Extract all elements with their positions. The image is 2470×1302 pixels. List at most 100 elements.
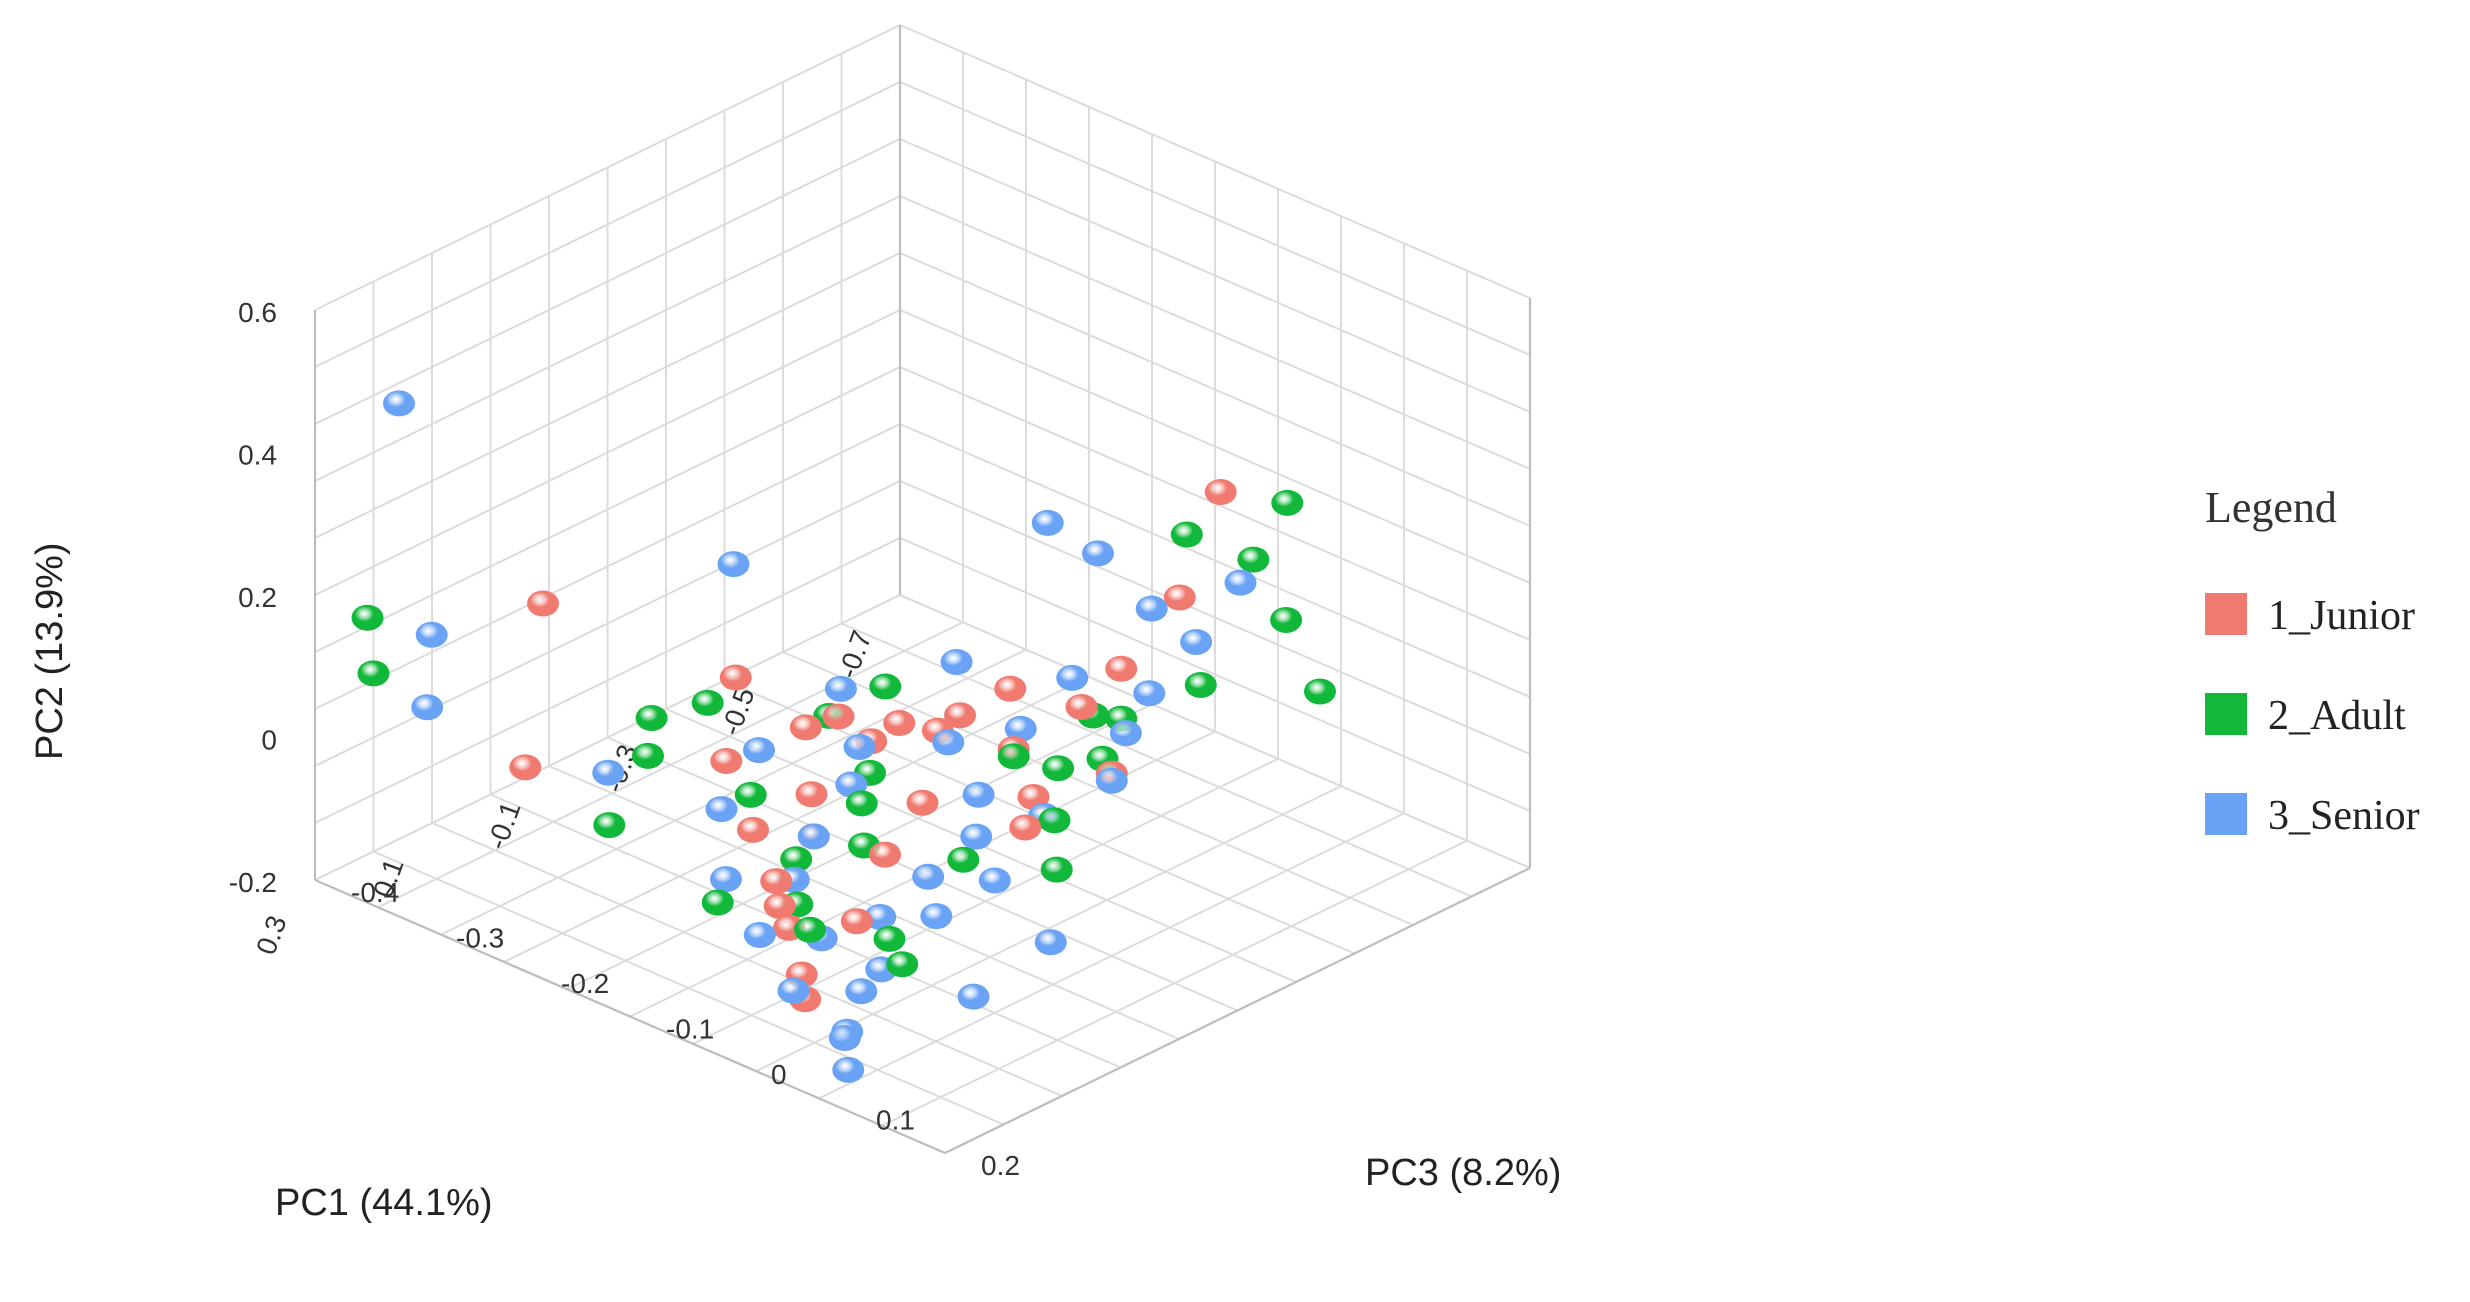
grid-line [818, 812, 1405, 1100]
data-point [763, 892, 796, 919]
legend-label: 3_Senior [2268, 793, 2420, 839]
data-point [1184, 671, 1217, 698]
data-point [1170, 521, 1203, 548]
data-point [795, 781, 828, 808]
y-tick-label: 0.6 [238, 297, 277, 328]
data-point [593, 812, 626, 839]
data-point [1204, 479, 1237, 506]
data-point [994, 675, 1027, 702]
z-tick-label: -0.3 [456, 923, 504, 954]
z-tick-label: 0.1 [876, 1105, 915, 1136]
data-point [797, 823, 830, 850]
data-point [947, 846, 980, 873]
y-tick-label: -0.2 [229, 867, 277, 898]
data-point [527, 590, 559, 617]
data-point [1271, 489, 1304, 516]
grid-line [314, 252, 901, 539]
x-tick-label: 0.3 [250, 911, 292, 958]
data-point [912, 863, 945, 890]
z-tick-label: 0 [771, 1059, 787, 1090]
grid-line [899, 81, 1531, 356]
grid-line [373, 850, 1004, 1126]
data-point [944, 702, 976, 729]
data-point [635, 705, 668, 731]
data-point [415, 621, 448, 648]
legend-label: 2_Adult [2268, 693, 2406, 739]
legend-swatch [2205, 593, 2247, 635]
data-point [1040, 856, 1073, 883]
data-point [845, 790, 878, 817]
data-point [886, 951, 919, 978]
data-point [824, 675, 857, 702]
grid-line [899, 309, 1531, 584]
y-tick-label: 0.2 [238, 582, 277, 613]
data-point [822, 703, 855, 730]
x-tick-label: -0.7 [832, 626, 878, 682]
z-tick-label: -0.1 [666, 1014, 714, 1045]
grid-line [548, 765, 1180, 1040]
data-point [906, 789, 939, 816]
data-point [743, 737, 775, 764]
y-axis-label: PC2 (13.9%) [29, 542, 71, 760]
data-point [1009, 814, 1042, 841]
data-point [1004, 715, 1037, 742]
data-point [1163, 584, 1196, 611]
legend-title: Legend [2205, 483, 2337, 532]
data-point [1038, 807, 1071, 834]
z-axis-label: PC3 (8.2%) [1365, 1152, 1561, 1194]
grid-line [314, 195, 901, 482]
data-point [873, 925, 906, 952]
data-point [940, 649, 973, 675]
data-point [705, 796, 738, 823]
data-point [832, 1056, 865, 1083]
x-axis-label: PC1 (44.1%) [275, 1182, 493, 1224]
data-point [840, 908, 873, 935]
frame-edge [314, 878, 946, 1155]
data-point [789, 714, 822, 741]
data-point [383, 390, 415, 417]
data-point [1270, 606, 1303, 633]
data-point [997, 743, 1030, 770]
data-point [960, 823, 993, 850]
z-tick-label: 0.2 [981, 1150, 1020, 1181]
legend-swatch [2205, 693, 2247, 735]
data-point [962, 781, 995, 808]
data-points [351, 390, 1336, 1083]
data-point [794, 916, 826, 943]
data-point [920, 903, 953, 930]
legend-items: 1_Junior 2_Adult 3_Senior [2205, 593, 2420, 839]
data-point [932, 729, 965, 756]
data-point [1042, 755, 1075, 782]
data-point [978, 867, 1011, 894]
z-tick-label: -0.4 [351, 877, 399, 908]
data-point [1065, 693, 1098, 720]
data-point [869, 841, 901, 868]
data-point [1056, 664, 1089, 691]
grid-line [314, 24, 901, 311]
data-point [1180, 628, 1213, 655]
x-tick-label: -0.1 [481, 797, 527, 853]
data-point [1109, 720, 1142, 747]
grid-line [314, 81, 901, 368]
grid-line [899, 24, 1531, 299]
grid-line [899, 138, 1531, 413]
grid-line [431, 822, 1063, 1097]
data-point [1031, 509, 1064, 536]
data-point [760, 868, 793, 895]
data-point [1237, 546, 1270, 573]
data-point [411, 694, 444, 721]
z-tick-label: -0.2 [561, 968, 609, 999]
data-point [734, 781, 767, 808]
data-point [1133, 680, 1166, 707]
data-point [717, 551, 750, 578]
data-point [737, 816, 769, 843]
data-point [719, 664, 752, 691]
y-tick-label: 0.4 [238, 440, 277, 471]
data-point [743, 921, 776, 948]
x-tick-label: -0.5 [715, 683, 761, 739]
data-point [1105, 655, 1138, 682]
data-point [828, 1025, 861, 1051]
y-tick-label: 0 [261, 725, 277, 756]
data-point [1095, 767, 1128, 794]
